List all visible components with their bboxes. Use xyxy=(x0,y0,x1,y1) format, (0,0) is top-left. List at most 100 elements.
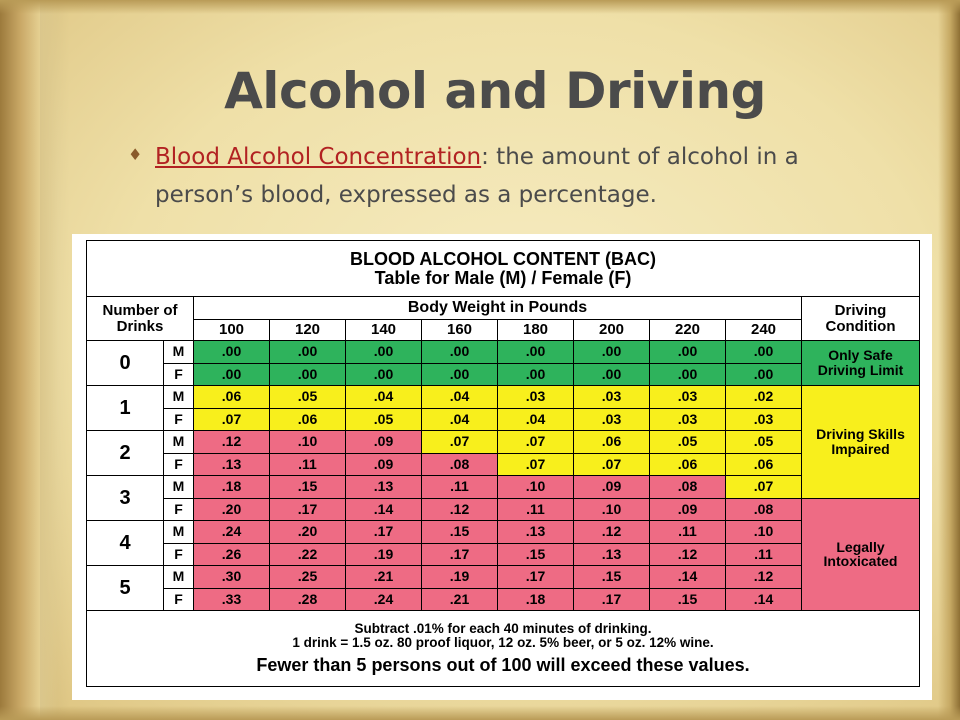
drinks-count: 1 xyxy=(86,385,164,431)
diamond-bullet-icon: ♦ xyxy=(128,145,143,164)
bac-value-cell: .17 xyxy=(421,542,498,566)
bac-value-cell: .14 xyxy=(345,497,422,521)
bac-value-cell: .21 xyxy=(421,587,498,611)
weight-column-header: 220 xyxy=(649,319,726,341)
bac-value-cell: .05 xyxy=(725,430,802,454)
bac-value-cell: .08 xyxy=(421,452,498,476)
bac-value-cell: .19 xyxy=(345,542,422,566)
table-row: 1 M .06.05.04.04.03.03.03.02 Driving Skills… xyxy=(86,385,921,499)
drinks-count: 4 xyxy=(86,520,164,566)
bac-value-cell: .14 xyxy=(725,587,802,611)
bac-value-cell: .03 xyxy=(649,407,726,431)
weight-column-header: 160 xyxy=(421,319,498,341)
bac-title-line1: BLOOD ALCOHOL CONTENT (BAC) xyxy=(350,248,656,269)
drinks-count: 0 xyxy=(86,340,164,386)
bac-value-cell: .06 xyxy=(269,407,346,431)
driving-condition-line2: Impaired xyxy=(831,440,890,457)
bac-value-cell: .22 xyxy=(269,542,346,566)
bac-value-cell: .10 xyxy=(573,497,650,521)
bac-title-line2: Table for Male (M) / Female (F) xyxy=(374,267,632,288)
bac-value-cell: .20 xyxy=(193,497,270,521)
bac-value-cell: .00 xyxy=(421,362,498,386)
bac-value-cell: .00 xyxy=(497,362,574,386)
sex-label: M xyxy=(163,385,194,409)
bac-value-cell: .09 xyxy=(649,497,726,521)
driving-condition-line2: Driving Limit xyxy=(817,362,904,378)
bac-value-cell: .07 xyxy=(573,452,650,476)
table-row: 5 M .30.25.21.19.17.15.14.12 xyxy=(86,565,920,611)
weight-column-header: 240 xyxy=(725,319,802,341)
bac-value-cell: .09 xyxy=(573,475,650,499)
bac-value-cell: .13 xyxy=(193,452,270,476)
bac-value-cell: .00 xyxy=(193,340,270,364)
bac-value-cell: .18 xyxy=(193,475,270,499)
bac-value-cell: .07 xyxy=(725,475,802,499)
driving-condition-cell: Driving Skills Impaired xyxy=(800,385,921,499)
table-row: F .13.11.09.08.07.07.06.06 xyxy=(87,452,920,476)
weight-column-header: 200 xyxy=(573,319,650,341)
table-row: 0 M .00.00.00.00.00.00.00.00 Only Safe Drivi… xyxy=(86,340,921,386)
bac-value-cell: .12 xyxy=(573,520,650,544)
bac-value-cell: .12 xyxy=(193,430,270,454)
bac-value-cell: .00 xyxy=(573,362,650,386)
bac-value-cell: .03 xyxy=(573,407,650,431)
sex-label: M xyxy=(163,340,194,364)
bac-value-cell: .06 xyxy=(725,452,802,476)
table-row: F .00.00.00.00.00.00.00.00 xyxy=(87,362,920,386)
bac-value-cell: .28 xyxy=(269,587,346,611)
bac-value-cell: .07 xyxy=(193,407,270,431)
table-row: F .20.17.14.12.11.10.09.08 Legally Intoxica… xyxy=(87,497,921,611)
sex-label: M xyxy=(163,565,194,589)
bac-value-cell: .11 xyxy=(269,452,346,476)
table-row: F .07.06.05.04.04.03.03.03 xyxy=(87,407,920,431)
drinks-header-line1: Number of xyxy=(102,301,178,319)
book-edge-bottom xyxy=(0,706,960,720)
bac-value-cell: .08 xyxy=(725,497,802,521)
driving-condition-line1: Driving Skills xyxy=(816,426,905,443)
sex-label: F xyxy=(163,587,194,611)
book-edge-top xyxy=(0,0,960,14)
drinks-count: 2 xyxy=(86,430,164,476)
page-curl-shadow xyxy=(40,0,70,720)
bac-value-cell: .07 xyxy=(497,430,574,454)
bac-value-cell: .04 xyxy=(497,407,574,431)
bac-value-cell: .14 xyxy=(649,565,726,589)
bac-value-cell: .15 xyxy=(573,565,650,589)
bac-value-cell: .15 xyxy=(269,475,346,499)
driving-condition-line2: Intoxicated xyxy=(823,553,898,570)
bac-value-cell: .17 xyxy=(345,520,422,544)
bac-table: BLOOD ALCOHOL CONTENT (BAC) Table for Ma… xyxy=(85,240,921,687)
sex-label: M xyxy=(163,475,194,499)
bac-value-cell: .15 xyxy=(497,542,574,566)
bac-value-cell: .24 xyxy=(193,520,270,544)
weight-column-header: 120 xyxy=(269,319,346,341)
bac-value-cell: .13 xyxy=(345,475,422,499)
bac-value-cell: .06 xyxy=(649,452,726,476)
book-edge-right xyxy=(938,0,960,720)
bac-value-cell: .19 xyxy=(421,565,498,589)
bac-value-cell: .20 xyxy=(269,520,346,544)
bac-value-cell: .06 xyxy=(193,385,270,409)
sex-label: M xyxy=(163,430,194,454)
bac-value-cell: .07 xyxy=(421,430,498,454)
bac-value-cell: .00 xyxy=(193,362,270,386)
bac-value-cell: .05 xyxy=(649,430,726,454)
bac-value-cell: .00 xyxy=(421,340,498,364)
table-row: 3 M .18.15.13.11.10.09.08.07 xyxy=(86,475,920,521)
bac-value-cell: .00 xyxy=(269,340,346,364)
bac-value-cell: .11 xyxy=(497,497,574,521)
bac-value-cell: .03 xyxy=(649,385,726,409)
book-spine xyxy=(0,0,58,720)
bac-value-cell: .05 xyxy=(269,385,346,409)
bac-value-cell: .00 xyxy=(649,340,726,364)
bac-value-cell: .13 xyxy=(497,520,574,544)
blood-alcohol-concentration-link[interactable]: Blood Alcohol Concentration xyxy=(155,144,482,170)
sex-label: F xyxy=(163,452,194,476)
bac-value-cell: .00 xyxy=(725,362,802,386)
drinks-header: Number of Drinks xyxy=(86,296,194,341)
bac-table-footer: Subtract .01% for each 40 minutes of dri… xyxy=(85,610,921,687)
bac-value-cell: .15 xyxy=(421,520,498,544)
table-row: 4 M .24.20.17.15.13.12.11.10 xyxy=(86,520,920,566)
bac-value-cell: .00 xyxy=(269,362,346,386)
driving-condition-line1: Only Safe xyxy=(828,347,893,364)
